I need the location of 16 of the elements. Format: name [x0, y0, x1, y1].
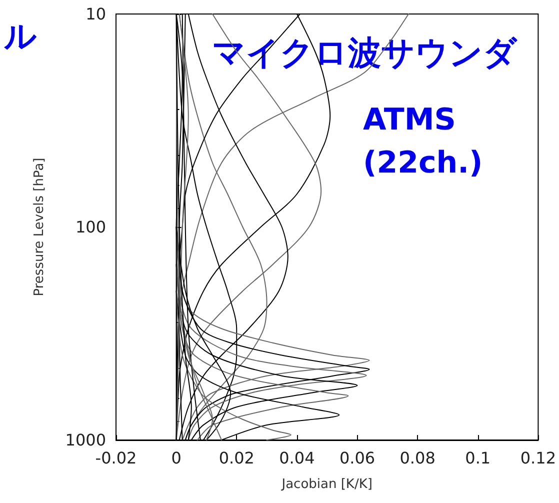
x-tick-label: 0.04 — [279, 448, 315, 468]
x-tick-label: 0.08 — [400, 448, 436, 468]
text: ル — [3, 17, 37, 55]
annotation: ATMS — [363, 102, 456, 138]
x-tick-label: 0.1 — [465, 448, 491, 468]
x-tick-label: 0.06 — [339, 448, 376, 468]
x-tick-label: 0.02 — [218, 448, 254, 468]
y-tick-label: 1000 — [65, 430, 106, 450]
y-tick-label: 100 — [75, 218, 106, 236]
annotation: (22ch.) — [363, 146, 483, 180]
x-axis-title: Jacobian [K/K] — [280, 477, 372, 492]
x-tick-label: 0 — [171, 448, 182, 468]
y-tick-label: 10 — [86, 4, 106, 24]
y-axis-title: Pressure Levels [hPa] — [32, 158, 47, 296]
x-tick-label: -0.02 — [95, 448, 137, 468]
x-tick-label: 0.12 — [520, 448, 556, 468]
